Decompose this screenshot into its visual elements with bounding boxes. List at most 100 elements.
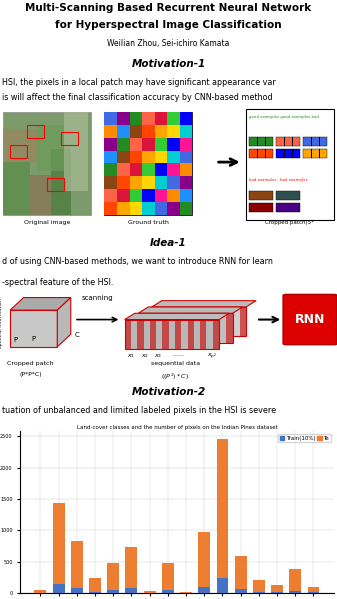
Bar: [216, 577, 228, 593]
Bar: [104, 112, 117, 125]
Bar: [308, 587, 319, 592]
Bar: [61, 132, 78, 145]
Text: bad examples   bad examples: bad examples bad examples: [249, 178, 308, 182]
Bar: [107, 590, 119, 593]
Bar: [257, 149, 258, 158]
Bar: [89, 578, 101, 591]
Bar: [104, 150, 117, 164]
Bar: [292, 149, 293, 158]
Bar: [53, 584, 64, 593]
Bar: [155, 164, 167, 176]
Text: $x_3$: $x_3$: [154, 352, 162, 360]
Bar: [129, 138, 142, 150]
Bar: [240, 307, 246, 337]
Bar: [104, 125, 117, 138]
Bar: [104, 189, 117, 202]
Bar: [125, 320, 131, 349]
Legend: Train(10%), Te: Train(10%), Te: [278, 434, 331, 443]
Bar: [319, 149, 320, 158]
Bar: [155, 202, 167, 215]
Bar: [180, 189, 192, 202]
Bar: [303, 137, 327, 146]
Bar: [138, 313, 233, 343]
Bar: [51, 149, 71, 215]
Bar: [249, 137, 273, 146]
Bar: [167, 176, 180, 189]
Bar: [125, 547, 137, 588]
Bar: [276, 203, 300, 212]
Bar: [142, 189, 155, 202]
Title: Land-cover classes and the number of pixels on the Indian Pines dataset: Land-cover classes and the number of pix…: [76, 425, 277, 429]
Bar: [216, 439, 228, 577]
Bar: [152, 307, 246, 337]
Bar: [150, 320, 156, 349]
Bar: [104, 176, 117, 189]
Bar: [265, 149, 266, 158]
Bar: [202, 307, 208, 337]
Bar: [214, 313, 220, 343]
Bar: [155, 112, 167, 125]
Bar: [188, 313, 195, 343]
Bar: [163, 313, 170, 343]
Bar: [155, 150, 167, 164]
Text: ......: ......: [173, 352, 185, 357]
Bar: [155, 125, 167, 138]
Bar: [155, 138, 167, 150]
Text: is will affect the final classification accuracy by CNN-based method: is will affect the final classification …: [2, 93, 272, 102]
Text: Cropped patch(5*: Cropped patch(5*: [265, 220, 314, 225]
Bar: [129, 150, 142, 164]
Bar: [176, 313, 182, 343]
Bar: [180, 202, 192, 215]
Bar: [125, 320, 219, 349]
Bar: [253, 580, 265, 592]
Bar: [253, 592, 265, 593]
Bar: [104, 164, 117, 176]
Bar: [53, 503, 64, 584]
Bar: [167, 138, 180, 150]
Text: for Hyperspectral Image Classification: for Hyperspectral Image Classification: [55, 20, 282, 31]
Text: (P*P*C): (P*P*C): [19, 372, 42, 377]
Bar: [167, 202, 180, 215]
Bar: [276, 191, 300, 200]
Bar: [198, 587, 210, 593]
Bar: [71, 541, 83, 588]
Bar: [276, 149, 300, 158]
Bar: [89, 591, 101, 593]
Polygon shape: [125, 313, 229, 320]
Bar: [129, 202, 142, 215]
Text: Weilian Zhou, Sei-ichiro Kamata: Weilian Zhou, Sei-ichiro Kamata: [107, 39, 230, 48]
Text: Multi-Scanning Based Recurrent Neural Network: Multi-Scanning Based Recurrent Neural Ne…: [25, 3, 312, 13]
Bar: [200, 320, 207, 349]
Bar: [64, 112, 88, 191]
Text: P: P: [32, 335, 36, 341]
Text: RNN: RNN: [295, 313, 325, 326]
Bar: [289, 591, 301, 593]
Bar: [289, 569, 301, 591]
Bar: [117, 202, 129, 215]
Bar: [284, 137, 285, 146]
Text: scanning: scanning: [82, 295, 114, 301]
Bar: [198, 532, 210, 587]
Bar: [235, 556, 247, 589]
Text: P: P: [13, 337, 18, 343]
Bar: [30, 176, 51, 215]
Bar: [71, 588, 83, 593]
Bar: [227, 307, 234, 337]
Bar: [37, 125, 64, 171]
Bar: [180, 112, 192, 125]
Bar: [142, 138, 155, 150]
Text: Ground truth: Ground truth: [128, 220, 169, 225]
Bar: [177, 307, 183, 337]
Text: Cropped patch: Cropped patch: [7, 361, 54, 367]
Bar: [180, 125, 192, 138]
Text: good examples good examples bad: good examples good examples bad: [249, 114, 319, 119]
Bar: [10, 145, 27, 158]
Bar: [3, 162, 30, 215]
Polygon shape: [152, 301, 256, 307]
Bar: [167, 189, 180, 202]
Bar: [249, 149, 273, 158]
Bar: [3, 112, 91, 215]
Bar: [180, 150, 192, 164]
Bar: [142, 176, 155, 189]
Bar: [117, 176, 129, 189]
